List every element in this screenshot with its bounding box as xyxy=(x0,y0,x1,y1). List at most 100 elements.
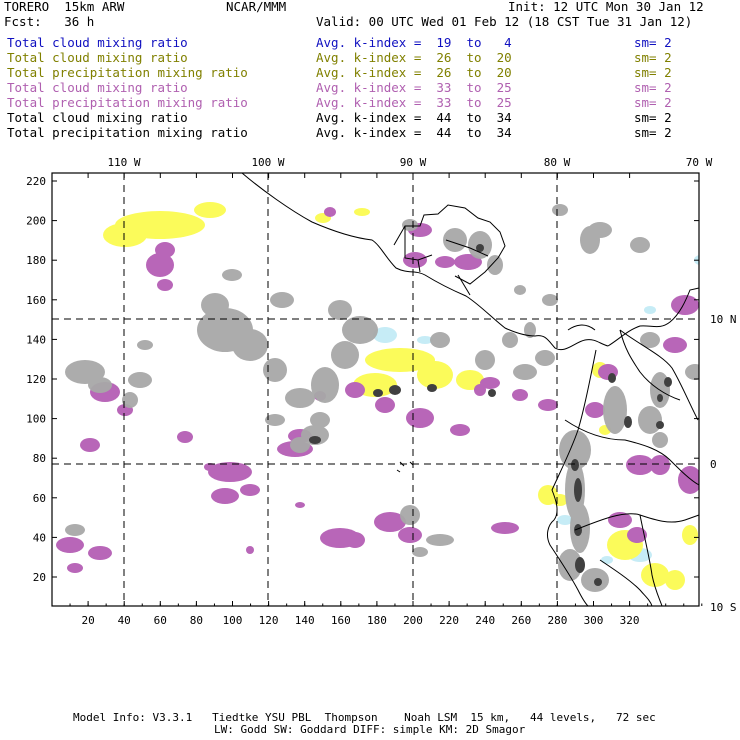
yellow-cloud-cell xyxy=(417,361,453,389)
dark-core-field xyxy=(309,244,672,586)
purple-cloud-cell xyxy=(374,512,406,532)
longitude-label: 70 W xyxy=(686,156,713,169)
x-tick-label: 60 xyxy=(154,614,167,627)
y-tick-label: 120 xyxy=(26,373,46,386)
y-tick-label: 100 xyxy=(26,413,46,426)
purple-cloud-cell xyxy=(246,546,254,554)
purple-cloud-cell xyxy=(208,462,252,482)
purple-cloud-cell xyxy=(435,256,455,268)
coastline-segment xyxy=(607,287,700,347)
gray-cloud-cell xyxy=(513,364,537,380)
footer-physics: LW: Godd SW: Goddard DIFF: simple KM: 2D… xyxy=(214,723,526,736)
legend-field-label: Total cloud mixing ratio xyxy=(7,80,188,95)
y-tick-label: 180 xyxy=(26,254,46,267)
x-tick-label: 100 xyxy=(223,614,243,627)
dark-cloud-cell xyxy=(657,394,663,402)
legend-kindex-range: Avg. k-index = 26 to 20 xyxy=(316,65,512,80)
legend-kindex-range: Avg. k-index = 26 to 20 xyxy=(316,50,512,65)
longitude-label: 100 W xyxy=(251,156,284,169)
purple-cloud-cell xyxy=(375,397,395,413)
dark-cloud-cell xyxy=(624,416,632,428)
latitude-label: 10 N xyxy=(710,313,737,326)
yellow-field xyxy=(103,202,698,590)
gray-cloud-cell xyxy=(542,294,558,306)
legend-field-label: Total precipitation mixing ratio xyxy=(7,125,248,140)
dark-cloud-cell xyxy=(427,384,437,392)
y-tick-label: 200 xyxy=(26,215,46,228)
gray-cloud-cell xyxy=(122,392,138,408)
legend-field-label: Total cloud mixing ratio xyxy=(7,110,188,125)
coastline-segment xyxy=(546,349,597,607)
dark-cloud-cell xyxy=(656,421,664,429)
purple-cloud-cell xyxy=(627,527,647,543)
yellow-cloud-cell xyxy=(641,563,669,587)
forecast-hour: Fcst: 36 h xyxy=(4,14,95,29)
gray-cloud-cell xyxy=(430,332,450,348)
gray-cloud-cell xyxy=(603,386,627,434)
purple-cloud-cell xyxy=(480,377,500,389)
legend-smoothing: sm= 2 xyxy=(634,80,672,95)
light-blue-cloud-cell xyxy=(644,306,656,314)
purple-cloud-cell xyxy=(406,408,434,428)
legend-kindex-range: Avg. k-index = 33 to 25 xyxy=(316,95,512,110)
dark-cloud-cell xyxy=(574,478,582,502)
gray-cloud-cell xyxy=(514,285,526,295)
purple-cloud-cell xyxy=(67,563,83,573)
purple-cloud-cell xyxy=(538,399,558,411)
x-tick-label: 280 xyxy=(547,614,567,627)
gray-cloud-cell xyxy=(487,255,503,275)
gray-cloud-cell xyxy=(301,425,329,445)
dark-cloud-cell xyxy=(664,377,672,387)
longitude-label: 90 W xyxy=(400,156,427,169)
init-time: Init: 12 UTC Mon 30 Jan 12 xyxy=(508,0,704,14)
purple-cloud-cell xyxy=(454,254,482,270)
x-tick-label: 300 xyxy=(584,614,604,627)
light-blue-cloud-cell xyxy=(373,327,397,343)
dark-cloud-cell xyxy=(575,557,585,573)
y-tick-label: 220 xyxy=(26,175,46,188)
gray-cloud-cell xyxy=(265,414,285,426)
purple-cloud-cell xyxy=(663,337,687,353)
longitude-label: 80 W xyxy=(544,156,571,169)
gray-cloud-cell xyxy=(400,505,420,525)
light-blue-cloud-cell xyxy=(557,515,573,525)
purple-cloud-cell xyxy=(450,424,470,436)
gray-cloud-cell xyxy=(222,269,242,281)
legend-kindex-range: Avg. k-index = 19 to 4 xyxy=(316,35,512,50)
model-title: TORERO 15km ARW xyxy=(4,0,125,14)
latitude-label: 0 xyxy=(710,458,717,471)
legend-smoothing: sm= 2 xyxy=(634,95,672,110)
legend-smoothing: sm= 2 xyxy=(634,35,672,50)
coastline-segment xyxy=(445,239,489,257)
y-tick-label: 160 xyxy=(26,294,46,307)
coastline-segment xyxy=(599,559,653,607)
legend-smoothing: sm= 2 xyxy=(634,125,672,140)
purple-cloud-cell xyxy=(56,537,84,553)
gray-cloud-cell xyxy=(559,430,591,470)
gray-cloud-cell xyxy=(311,367,339,403)
gray-cloud-cell xyxy=(640,332,660,348)
gray-cloud-cell xyxy=(402,219,418,231)
longitude-label: 110 W xyxy=(107,156,140,169)
coastline-segment xyxy=(639,514,663,607)
x-tick-label: 120 xyxy=(259,614,279,627)
purple-cloud-cell xyxy=(398,527,422,543)
dark-cloud-cell xyxy=(594,578,602,586)
legend-field-label: Total cloud mixing ratio xyxy=(7,35,188,50)
valid-time: Valid: 00 UTC Wed 01 Feb 12 (18 CST Tue … xyxy=(316,14,693,29)
dark-cloud-cell xyxy=(309,436,321,444)
y-tick-label: 40 xyxy=(33,531,46,544)
gray-cloud-cell xyxy=(524,322,536,338)
axes: 20 40 60 80 100 120 140 160 180 200 220 240 260 280 30… xyxy=(26,156,736,627)
latitude-label: 10 S xyxy=(710,601,737,614)
dark-cloud-cell xyxy=(373,389,383,397)
purple-cloud-cell xyxy=(671,295,699,315)
yellow-cloud-cell xyxy=(682,525,698,545)
x-tick-label: 320 xyxy=(620,614,640,627)
coastline-segment xyxy=(619,329,699,421)
purple-cloud-cell xyxy=(650,455,670,475)
coastline-segment xyxy=(619,329,681,401)
x-tick-label: 200 xyxy=(403,614,423,627)
y-tick-label: 60 xyxy=(33,492,46,505)
purple-cloud-cell xyxy=(474,384,486,396)
